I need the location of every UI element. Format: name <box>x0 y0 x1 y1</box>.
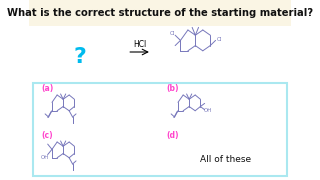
Text: (d): (d) <box>166 131 179 140</box>
Text: OH: OH <box>204 108 212 113</box>
FancyBboxPatch shape <box>29 0 291 26</box>
Text: Cl: Cl <box>217 37 222 42</box>
Text: ?: ? <box>73 47 86 67</box>
Text: What is the correct structure of the starting material?: What is the correct structure of the sta… <box>7 8 313 18</box>
Text: HCl: HCl <box>133 39 146 48</box>
Text: Cl: Cl <box>169 31 175 36</box>
Text: OH: OH <box>41 155 49 160</box>
Text: (a): (a) <box>41 84 53 93</box>
Text: All of these: All of these <box>200 156 251 165</box>
FancyBboxPatch shape <box>33 83 287 176</box>
Text: (c): (c) <box>41 131 53 140</box>
Text: (b): (b) <box>166 84 179 93</box>
